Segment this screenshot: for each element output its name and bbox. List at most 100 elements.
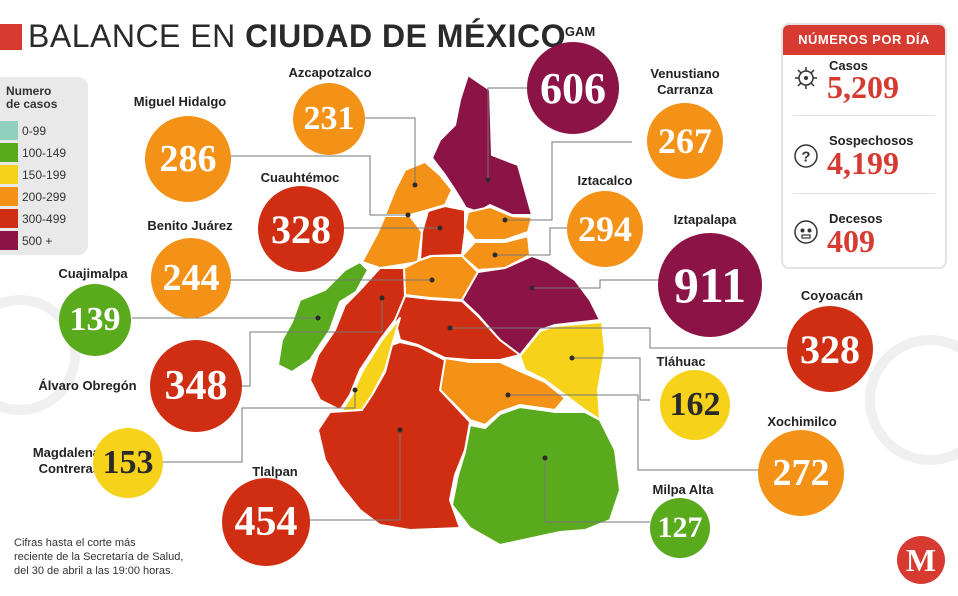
title-bold: CIUDAD DE MÉXICO xyxy=(245,18,567,54)
label-milpa-alta: Milpa Alta xyxy=(652,482,714,497)
legend-item: 0-99 xyxy=(0,121,88,140)
label-tlahuac: Tláhuac xyxy=(656,354,706,369)
region-milpa-alta xyxy=(451,406,621,546)
svg-text:?: ? xyxy=(801,149,810,166)
label-alvaro-obregon: Álvaro Obregón xyxy=(38,378,137,393)
legend-label: 200-299 xyxy=(22,190,67,204)
bubble-magdalena: 153 xyxy=(93,428,163,498)
legend-swatch xyxy=(0,231,18,250)
bubble-tlalpan: 454 xyxy=(222,478,310,566)
region-tlalpan xyxy=(317,341,471,531)
legend-label: 150-199 xyxy=(22,168,67,182)
footnote: Cifras hasta el corte más reciente de la… xyxy=(14,536,183,578)
label-iztacalco: Iztacalco xyxy=(577,173,633,188)
connector-line xyxy=(230,155,408,216)
bubble-tlahuac: 162 xyxy=(660,370,730,440)
label-benito-juarez: Benito Juárez xyxy=(147,218,233,233)
label-magdalena: Magdalena Contreras xyxy=(10,445,100,477)
legend-label: 300-499 xyxy=(22,212,67,226)
connector-line xyxy=(487,87,530,180)
stat-label-sospechosos: Sospechosos xyxy=(829,133,914,148)
label-cuauhtemoc: Cuauhtémoc xyxy=(260,170,340,185)
connector-line xyxy=(572,357,650,401)
stat-label-casos: Casos xyxy=(829,58,869,73)
bubble-coyoacan: 328 xyxy=(787,306,873,392)
connector-line xyxy=(160,390,356,463)
bubble-venustiano: 267 xyxy=(647,103,723,179)
legend-item: 150-199 xyxy=(0,165,88,184)
panel-divider xyxy=(793,193,935,194)
bubble-gam: 606 xyxy=(527,42,619,134)
page-title: BALANCE EN CIUDAD DE MÉXICO xyxy=(28,18,566,55)
label-miguel-hidalgo: Miguel Hidalgo xyxy=(133,94,227,109)
region-cuajimalpa xyxy=(277,261,369,373)
skull-icon xyxy=(794,220,818,244)
legend-label: 0-99 xyxy=(22,124,47,138)
bubble-cuauhtemoc: 328 xyxy=(258,186,344,272)
legend-label: 100-149 xyxy=(22,146,67,160)
label-xochimilco: Xochimilco xyxy=(767,414,837,429)
label-magdalena-line2: Contreras xyxy=(38,461,100,476)
label-magdalena-line1: Magdalena xyxy=(32,445,100,460)
bubble-iztapalapa: 911 xyxy=(658,233,762,337)
bubble-azcapotzalco: 231 xyxy=(293,83,365,155)
label-azcapotzalco: Azcapotzalco xyxy=(288,65,372,80)
legend-swatch xyxy=(0,121,18,140)
label-iztapalapa: Iztapalapa xyxy=(673,212,737,227)
label-venustiano-line2: Carranza xyxy=(657,82,713,97)
legend-title: Numero de casos xyxy=(6,85,57,111)
panel-divider xyxy=(793,115,935,116)
footnote-line2: reciente de la Secretaría de Salud, xyxy=(14,551,184,563)
legend-label: 500 + xyxy=(22,234,53,248)
label-cuajimalpa: Cuajimalpa xyxy=(58,266,128,281)
connector-line xyxy=(544,458,650,523)
virus-icon xyxy=(795,67,817,89)
legend-item: 300-499 xyxy=(0,209,88,228)
panel-header: NÚMEROS POR DÍA xyxy=(783,25,945,55)
bubble-alvaro-obregon: 348 xyxy=(150,340,242,432)
region-miguel-hidalgo xyxy=(361,215,423,269)
connector-line xyxy=(508,394,758,471)
bubble-xochimilco: 272 xyxy=(758,430,844,516)
label-coyoacan: Coyoacán xyxy=(800,288,864,303)
label-venustiano: Venustiano Carranza xyxy=(630,66,740,98)
bubble-benito-juarez: 244 xyxy=(151,238,231,318)
label-venustiano-line1: Venustiano xyxy=(650,66,720,81)
stat-label-decesos: Decesos xyxy=(829,211,883,226)
region-venustiano xyxy=(464,206,533,241)
stat-value-casos: 5,209 xyxy=(827,69,899,105)
legend-title-line2: de casos xyxy=(6,97,58,111)
map-regions xyxy=(277,74,621,546)
legend-swatch xyxy=(0,187,18,206)
legend-item: 500 + xyxy=(0,231,88,250)
legend-item: 100-149 xyxy=(0,143,88,162)
connector-line xyxy=(532,279,660,289)
legend-title-line1: Numero xyxy=(6,84,52,98)
region-gam xyxy=(431,74,533,216)
legend-swatch xyxy=(0,209,18,228)
region-cuauhtemoc xyxy=(419,205,466,261)
legend-item: 200-299 xyxy=(0,187,88,206)
bubble-miguel-hidalgo: 286 xyxy=(145,116,231,202)
legend: Numero de casos 0-99 100-149 150-199 200… xyxy=(0,77,88,255)
legend-swatch xyxy=(0,165,18,184)
connector-dots xyxy=(315,177,575,461)
connector-line xyxy=(505,141,632,221)
stat-value-sospechosos: 4,199 xyxy=(827,145,899,181)
title-prefix: BALANCE EN xyxy=(28,18,236,54)
bubble-iztacalco: 294 xyxy=(567,191,643,267)
connector-line xyxy=(305,430,401,521)
footnote-line1: Cifras hasta el corte más xyxy=(14,537,136,549)
stat-value-decesos: 409 xyxy=(827,223,875,259)
region-azcapotzalco xyxy=(384,161,453,216)
milenio-logo: M xyxy=(897,536,945,584)
daily-numbers-panel: NÚMEROS POR DÍA Casos 5,209 ? Sospechoso… xyxy=(781,23,947,269)
connector-lines xyxy=(132,87,787,523)
label-tlalpan: Tlalpan xyxy=(252,464,298,479)
background-virus-decoration xyxy=(0,295,958,465)
bubble-milpa-alta: 127 xyxy=(650,498,710,558)
region-alvaro-obregon xyxy=(309,267,406,411)
footnote-line3: del 30 de abril a las 19:00 horas. xyxy=(14,565,174,577)
bubble-cuajimalpa: 139 xyxy=(59,284,131,356)
